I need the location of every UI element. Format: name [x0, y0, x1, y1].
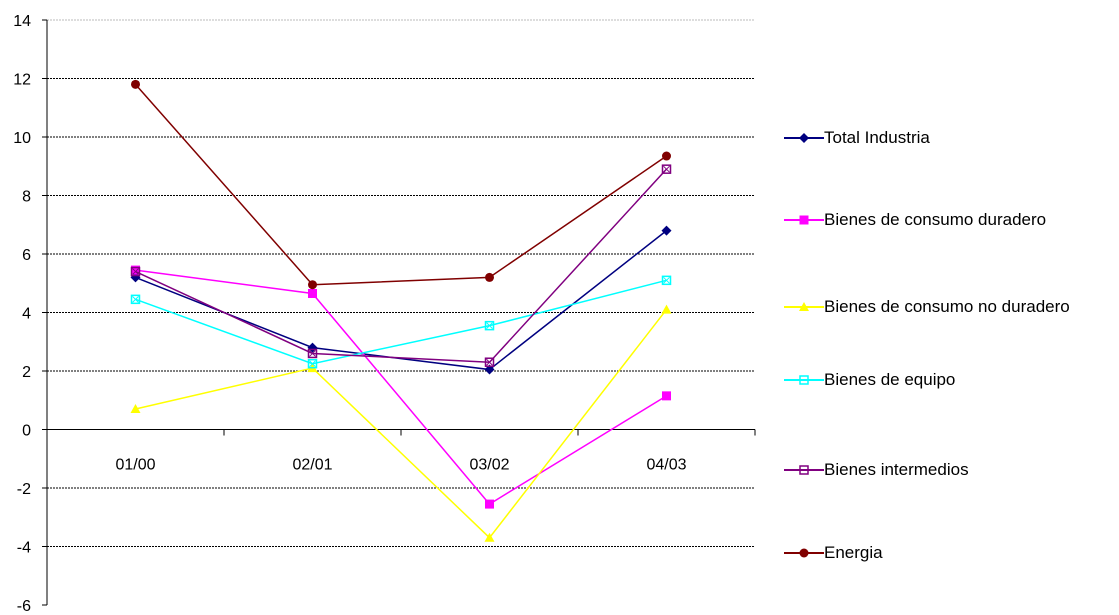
x-tick-label: 03/02: [469, 457, 509, 474]
data-point: [662, 391, 671, 401]
y-tick-label: 10: [13, 130, 31, 147]
y-tick-label: 8: [22, 189, 31, 206]
data-point: [130, 404, 141, 414]
legend-marker: [799, 133, 809, 143]
data-point-cross: [486, 322, 493, 330]
legend-label: Total Industria: [824, 128, 930, 147]
series-line: [135, 269, 667, 506]
legend-label: Bienes de consumo no duradero: [824, 297, 1070, 316]
data-point: [661, 225, 672, 236]
series-line: [134, 83, 667, 286]
x-tick-label: 02/01: [292, 457, 332, 474]
data-point: [307, 358, 318, 369]
data-point: [485, 499, 494, 509]
data-point: [130, 294, 141, 305]
legend-marker: [799, 375, 809, 385]
y-tick-label: 4: [22, 306, 31, 323]
legend-marker: [799, 465, 809, 475]
y-tick-label: 0: [22, 423, 31, 440]
legend-swatch: [784, 548, 824, 558]
data-point-cross: [663, 276, 670, 284]
data-point: [484, 357, 495, 367]
line-chart: 14 12 10 8 6 4 2 0 -2 -4 -6 01/00 02/01 03/02 04/03: [13, 13, 756, 615]
data-point: [131, 265, 140, 275]
data-point-cross: [486, 358, 493, 366]
legend-item: Total Industria: [760, 128, 1114, 168]
y-tick-label: 2: [22, 364, 31, 381]
legend-label: Bienes de consumo duradero: [824, 210, 1047, 229]
data-point: [130, 266, 141, 277]
data-point: [484, 364, 495, 375]
legend-swatch: [784, 215, 824, 225]
x-tick-label: 04/03: [646, 457, 686, 474]
data-point-cross: [663, 165, 670, 173]
data-point: [308, 288, 317, 298]
data-point: [308, 280, 317, 290]
data-point-cross: [132, 295, 139, 303]
y-tick-label: -6: [17, 598, 31, 615]
legend-swatch: [784, 133, 824, 143]
y-tick-label: -4: [17, 540, 31, 557]
legend-item: Bienes de consumo no duradero: [760, 297, 1114, 337]
legend-item: Bienes de equipo: [760, 370, 1114, 410]
legend-label: Bienes intermedios: [824, 460, 969, 479]
data-point: [661, 275, 672, 286]
data-point: [485, 272, 494, 282]
data-point: [307, 348, 318, 359]
legend-swatch: [784, 302, 824, 311]
legend-item: Bienes de consumo duradero: [760, 210, 1114, 250]
legend-swatch: [784, 375, 824, 385]
series-line: [135, 309, 668, 539]
data-point: [661, 164, 672, 174]
legend-marker: [799, 302, 809, 311]
legend-marker: [799, 548, 809, 558]
data-point: [131, 79, 140, 89]
legend-swatch: [784, 465, 824, 475]
data-point: [484, 532, 495, 542]
y-tick-label: 6: [22, 247, 31, 264]
x-tick-label: 01/00: [115, 457, 155, 474]
legend-item: Bienes intermedios: [760, 460, 1114, 500]
data-point: [661, 304, 672, 314]
data-point-cross: [309, 360, 316, 368]
data-point-cross: [132, 268, 139, 275]
legend-marker: [799, 215, 809, 225]
y-tick-label: 14: [13, 13, 31, 30]
legend-label: Bienes de equipo: [824, 370, 956, 389]
series-line: [135, 168, 668, 363]
data-point: [484, 320, 495, 331]
y-tick-label: 12: [13, 72, 31, 89]
chart-legend: Total Industria Bienes de consumo durader…: [760, 0, 1119, 615]
legend-label: Energia: [824, 543, 883, 562]
data-point-cross: [309, 350, 316, 357]
legend-item: Energia: [760, 543, 1114, 583]
data-point: [662, 151, 671, 161]
y-tick-label: -2: [17, 481, 31, 498]
series-line: [135, 279, 667, 365]
